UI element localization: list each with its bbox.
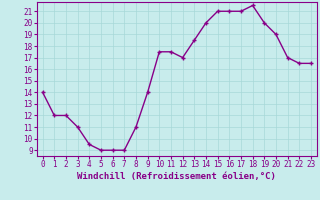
- X-axis label: Windchill (Refroidissement éolien,°C): Windchill (Refroidissement éolien,°C): [77, 172, 276, 181]
